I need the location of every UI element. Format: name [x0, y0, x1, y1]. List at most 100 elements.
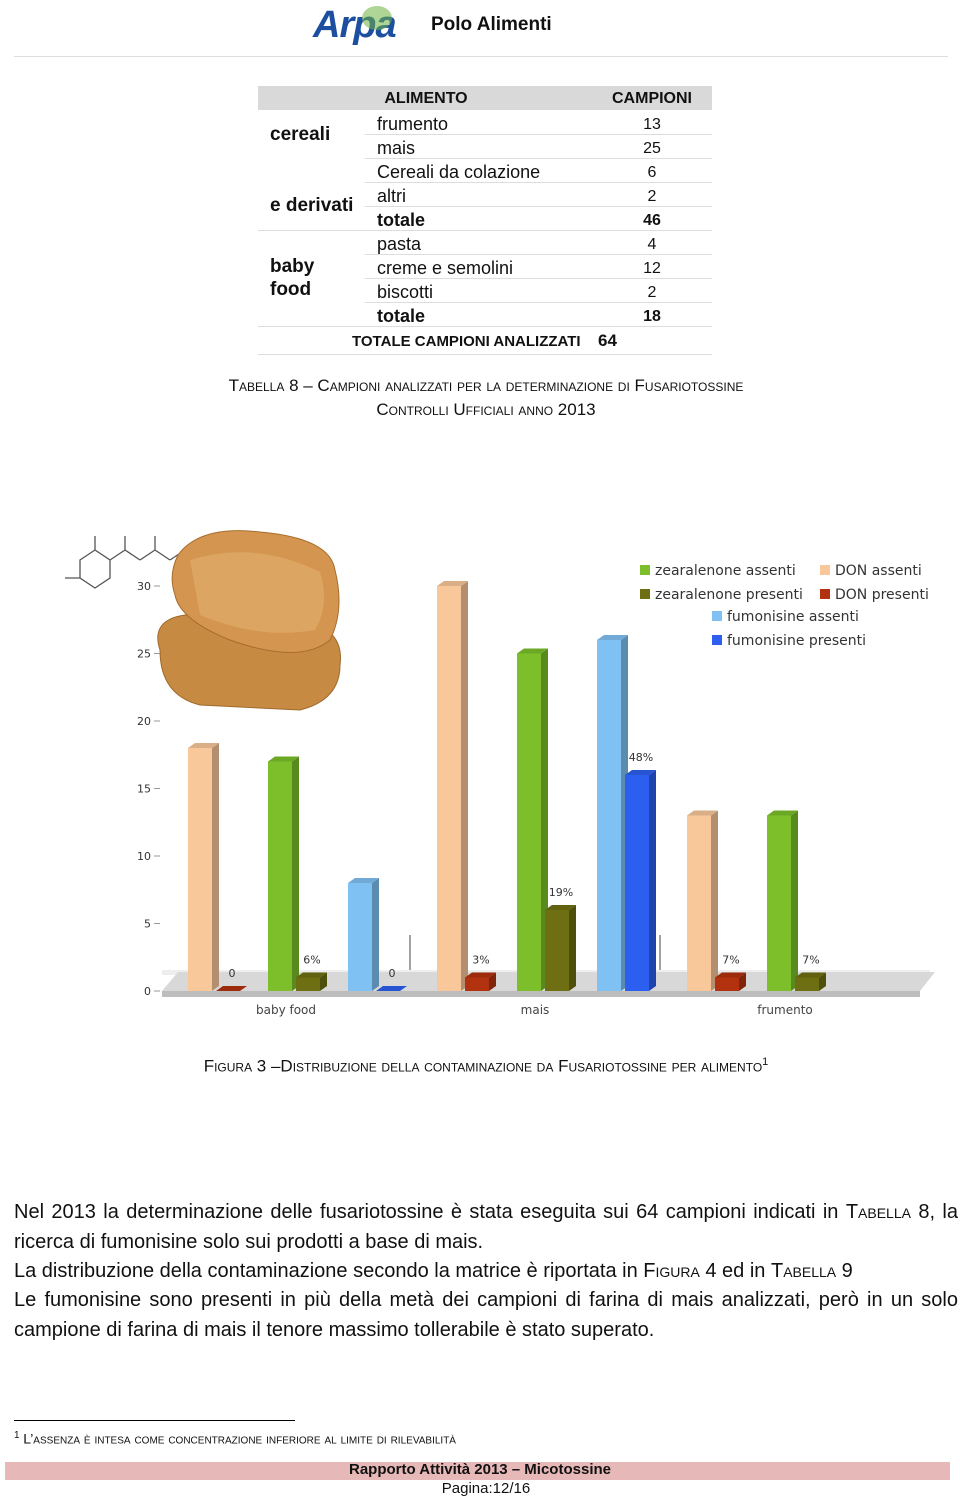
legend-label: DON assenti: [835, 563, 922, 579]
caption-text: Figura 3 –Distribuzione della contaminaz…: [203, 1056, 763, 1076]
x-tick-label: mais: [521, 1003, 550, 1017]
paragraph: Nel 2013 la determinazione delle fusario…: [14, 1198, 958, 1257]
footnote: 1 L’assenza è intesa come concentrazione…: [14, 1430, 456, 1446]
bar-side: [569, 905, 576, 991]
row-rule: [365, 278, 712, 279]
row-rule: [258, 326, 712, 327]
row-count: 12: [643, 260, 661, 277]
toast: [157, 530, 341, 711]
legend-swatch: [712, 611, 722, 621]
bar-side: [711, 810, 718, 991]
row-count: 18: [643, 308, 661, 325]
bar: [465, 977, 489, 991]
data-annotation: 6%: [303, 954, 320, 967]
header-title: Polo Alimenti: [431, 14, 552, 35]
text-run: 8, la ricerca di fumonisine solo sui pro…: [14, 1201, 958, 1253]
footnote-number: 1: [14, 1430, 20, 1441]
bar-side: [819, 972, 826, 991]
footer-title: Rapporto Attività 2013 – Micotossine: [348, 1461, 611, 1478]
row-name: Cereali da colazione: [377, 162, 541, 182]
footnote-ref: 1: [762, 1056, 769, 1068]
row-name: frumento: [377, 114, 449, 134]
bar-side: [739, 972, 746, 991]
bar-side: [791, 810, 798, 991]
data-annotation: 7%: [802, 954, 819, 967]
text-run: La distribuzione della contaminazione se…: [14, 1260, 644, 1282]
footnote-rule: [14, 1420, 295, 1421]
bar: [795, 977, 819, 991]
legend-label: fumonisine assenti: [727, 609, 859, 625]
header-rule: [14, 56, 948, 57]
bar-side: [489, 972, 496, 991]
bar-top: [545, 905, 576, 910]
row-count: 13: [643, 116, 661, 133]
bar-side: [649, 770, 656, 991]
paragraph: Le fumonisine sono presenti in più della…: [14, 1286, 958, 1345]
bar-top: [348, 878, 379, 883]
legend-swatch: [820, 565, 830, 575]
bar-top: [795, 972, 826, 978]
y-tick-label: 15: [137, 783, 151, 796]
bar: [625, 775, 649, 991]
row-count: 2: [647, 188, 657, 205]
bar-side: [320, 972, 327, 991]
row-name: totale: [377, 210, 426, 230]
legend-swatch: [640, 589, 650, 599]
data-annotation: 7%: [722, 954, 739, 967]
row-name: totale: [377, 306, 426, 326]
data-annotation: 19%: [549, 886, 573, 899]
row-rule: [365, 206, 712, 207]
row-rule: [365, 134, 712, 135]
bar-side: [372, 878, 379, 991]
bar-top: [268, 756, 299, 762]
bar-side: [292, 756, 299, 991]
row-count: 46: [643, 212, 661, 229]
bar-top: [767, 810, 798, 816]
legend-label: zearalenone presenti: [655, 587, 803, 603]
table-caption: Tabella 8 – Campioni analizzati per la d…: [0, 374, 960, 422]
data-annotation: 48%: [629, 751, 653, 764]
y-tick-label: 30: [137, 580, 151, 593]
data-annotation: 3%: [472, 954, 489, 967]
table-header-cell: CAMPIONI: [612, 90, 692, 107]
bar-top: [687, 810, 718, 816]
bar: [545, 910, 569, 991]
bar-side: [541, 648, 548, 991]
text-run: Figura: [643, 1260, 700, 1282]
row-name: mais: [377, 138, 416, 158]
bar-top: [437, 581, 468, 586]
x-tick-label: frumento: [757, 1003, 813, 1017]
legend-label: zearalenone assenti: [655, 563, 796, 579]
molecule: [65, 536, 186, 589]
total-count: 64: [598, 331, 617, 350]
y-tick-label: 25: [137, 648, 151, 661]
data-annotation: 0: [389, 967, 396, 980]
group-label: baby: [270, 256, 315, 277]
table: ALIMENTO CAMPIONI cereali e derivati frument…: [0, 0, 960, 360]
y-tick-label: 10: [137, 850, 151, 863]
bar-top: [517, 648, 548, 654]
row-count: 4: [647, 236, 657, 253]
table-header-cell: ALIMENTO: [384, 90, 468, 107]
bar-top: [216, 986, 247, 991]
bar: [715, 977, 739, 991]
text-run: Nel 2013 la determinazione delle fusario…: [14, 1201, 846, 1223]
footer-bar: [5, 1462, 950, 1480]
y-tick-label: 5: [144, 918, 151, 931]
row-rule: [258, 230, 712, 231]
bar-top: [188, 743, 219, 748]
group-label: cereali: [270, 124, 331, 145]
y-tick-label: 20: [137, 715, 151, 728]
row-count: 25: [643, 140, 661, 157]
legend-label: fumonisine presenti: [727, 633, 866, 649]
bar: [767, 815, 791, 991]
bar-top: [465, 972, 496, 978]
text-run: Tabella: [770, 1260, 837, 1282]
legend-label: DON presenti: [835, 587, 929, 603]
bar: [188, 748, 212, 991]
text-run: 4 ed in: [699, 1260, 771, 1282]
bar: [268, 761, 292, 991]
figure-caption: Figura 3 –Distribuzione della contaminaz…: [0, 1056, 960, 1077]
bar-top: [625, 770, 656, 775]
